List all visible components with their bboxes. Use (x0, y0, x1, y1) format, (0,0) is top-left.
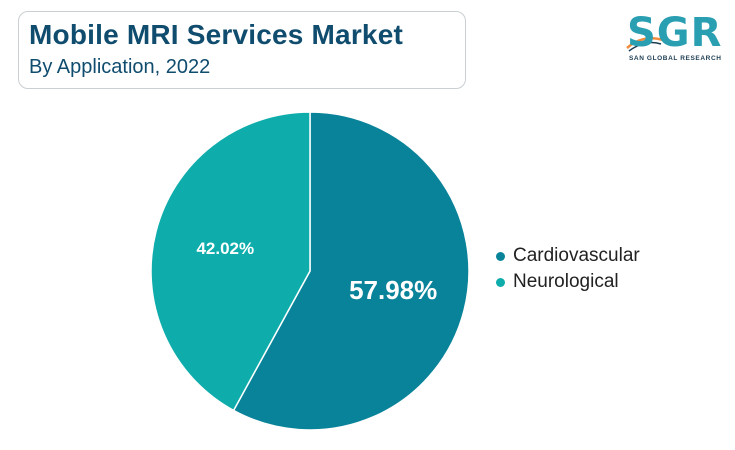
slice-label-cardiovascular: 57.98% (349, 275, 437, 305)
legend-item-cardiovascular: Cardiovascular (496, 243, 640, 269)
title-box: Mobile MRI Services Market By Applicatio… (18, 11, 466, 89)
slice-label-neurological: 42.02% (196, 239, 254, 258)
logo-swoosh-icon (626, 37, 664, 52)
pie-slice-neurological (150, 111, 311, 412)
logo-letters: SGR (627, 10, 723, 56)
chart-title: Mobile MRI Services Market (29, 19, 403, 50)
pie-slice-cardiovascular (232, 111, 470, 431)
legend-swatch-icon (496, 277, 505, 287)
company-logo: SGR SAN GLOBAL RESEARCH (625, 10, 725, 66)
legend-label: Cardiovascular (513, 245, 640, 266)
chart-subtitle: By Application, 2022 (29, 56, 211, 78)
legend-label: Neurological (513, 271, 619, 292)
chart-legend: Cardiovascular Neurological (496, 243, 640, 295)
legend-item-neurological: Neurological (496, 269, 640, 295)
legend-swatch-icon (496, 251, 505, 261)
logo-tagline: SAN GLOBAL RESEARCH (629, 55, 722, 62)
